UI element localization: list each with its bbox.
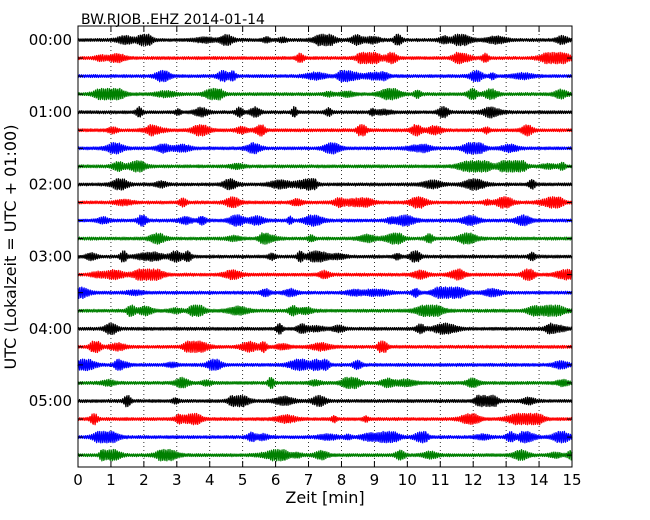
trace-line [77, 232, 573, 245]
trace-line [77, 304, 573, 318]
y-axis-label: UTC (Lokalzeit = UTC + 01:00) [1, 125, 20, 370]
x-tick-label: 5 [238, 471, 248, 489]
trace-line [77, 394, 573, 408]
trace-line [77, 178, 573, 191]
seismogram-traces [77, 33, 573, 462]
x-tick-label: 13 [497, 471, 516, 489]
x-tick-label: 12 [464, 471, 483, 489]
vertical-grid [110, 26, 540, 467]
trace-line [77, 412, 573, 426]
x-tick-label: 10 [398, 471, 417, 489]
x-tick-label: 11 [431, 471, 450, 489]
trace-line [77, 430, 573, 444]
x-tick-label: 4 [205, 471, 215, 489]
y-tick-label: 03:00 [29, 248, 72, 266]
trace-line [77, 87, 573, 101]
trace-line [77, 69, 573, 83]
x-tick-label: 2 [139, 471, 149, 489]
trace-line [77, 141, 573, 155]
x-axis-label: Zeit [min] [285, 488, 364, 507]
x-tick-label: 9 [370, 471, 380, 489]
trace-line [77, 33, 573, 47]
x-tick-label: 1 [106, 471, 116, 489]
trace-line [77, 51, 573, 65]
plot-frame [77, 25, 573, 468]
trace-line [77, 322, 573, 335]
y-tick-label: 02:00 [29, 175, 72, 193]
trace-line [77, 106, 573, 119]
y-tick-label: 05:00 [29, 392, 72, 410]
trace-line [77, 376, 573, 390]
trace-line [77, 160, 573, 173]
y-tick-label: 00:00 [29, 31, 72, 49]
trace-line [77, 286, 573, 300]
trace-line [77, 268, 573, 281]
x-tick-label: 15 [562, 471, 581, 489]
trace-line [77, 214, 573, 227]
trace-line [77, 448, 573, 462]
trace-line [77, 340, 573, 354]
trace-line [77, 250, 573, 263]
x-tick-label: 0 [73, 471, 83, 489]
x-tick-label: 7 [304, 471, 314, 489]
trace-line [77, 358, 573, 372]
y-tick-label: 04:00 [29, 320, 72, 338]
x-tick-label: 14 [530, 471, 549, 489]
trace-line [77, 123, 573, 137]
x-axis-ticks: 0 1 2 3 4 5 6 7 8 9 10 11 12 13 14 15 [73, 26, 582, 489]
x-tick-label: 3 [172, 471, 182, 489]
y-tick-label: 01:00 [29, 103, 72, 121]
trace-line [77, 196, 573, 209]
x-tick-label: 8 [337, 471, 347, 489]
x-tick-label: 6 [271, 471, 281, 489]
y-axis-ticks: 00:00 01:00 02:00 03:00 04:00 05:00 [29, 31, 572, 456]
chart-title: BW.RJOB..EHZ 2014-01-14 [81, 12, 265, 28]
